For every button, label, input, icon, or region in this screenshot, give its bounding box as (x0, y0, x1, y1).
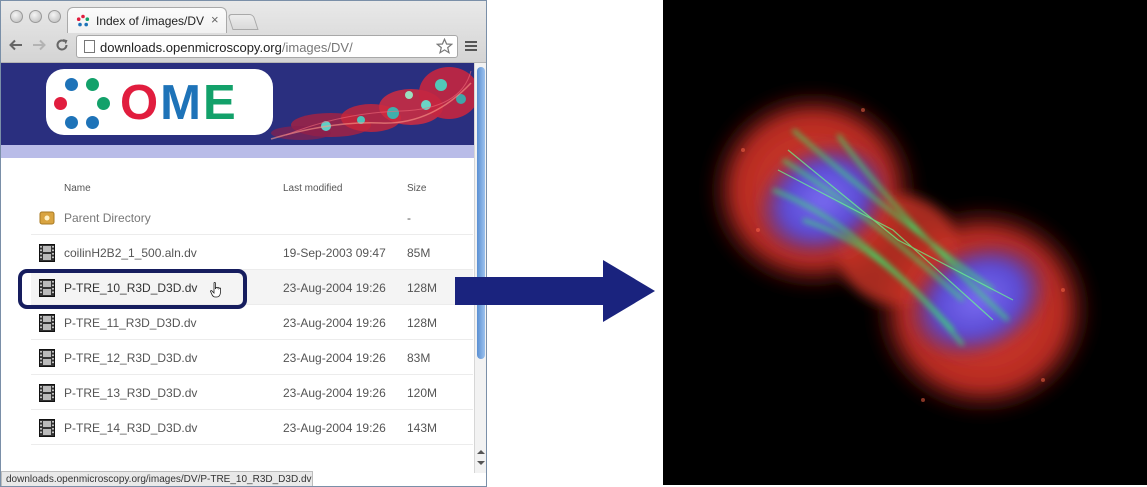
zoom-window-button[interactable] (48, 10, 61, 23)
menu-icon[interactable] (465, 40, 477, 52)
folder-icon (39, 211, 55, 225)
minimize-window-button[interactable] (29, 10, 42, 23)
banner-divider (1, 145, 474, 158)
logo-letter-o: O (120, 76, 161, 130)
column-header-last-modified[interactable]: Last modified (283, 183, 343, 194)
table-row[interactable]: P-TRE_12_R3D_D3D.dv 23-Aug-2004 19:26 83… (31, 340, 473, 375)
close-window-button[interactable] (10, 10, 23, 23)
url-host: downloads.openmicroscopy.org (100, 40, 282, 55)
microscopy-image (663, 0, 1147, 485)
file-size: 85M (407, 246, 431, 260)
browser-tab[interactable]: Index of /images/DV × (67, 7, 227, 33)
film-icon (39, 384, 55, 402)
film-icon (39, 314, 55, 332)
table-row[interactable]: P-TRE_11_R3D_D3D.dv 23-Aug-2004 19:26 12… (31, 305, 473, 340)
back-arrow-icon[interactable] (9, 39, 23, 51)
file-modified: 23-Aug-2004 19:26 (283, 316, 386, 330)
file-name[interactable]: Parent Directory (64, 211, 151, 225)
file-name[interactable]: P-TRE_14_R3D_D3D.dv (64, 421, 198, 435)
logo-dot (86, 78, 99, 91)
cells-banner-image (270, 67, 474, 140)
browser-chrome: Index of /images/DV × downloads.openmicr… (1, 1, 486, 63)
file-size: 120M (407, 386, 438, 400)
file-size: 128M (407, 281, 438, 295)
file-modified: 23-Aug-2004 19:26 (283, 421, 386, 435)
new-tab-button[interactable] (227, 14, 259, 30)
logo-dot (97, 97, 110, 110)
file-name[interactable]: P-TRE_12_R3D_D3D.dv (64, 351, 198, 365)
file-size: - (407, 211, 411, 225)
vertical-scrollbar[interactable] (474, 63, 486, 473)
table-row-parent-directory[interactable]: Parent Directory - (31, 200, 473, 235)
table-row[interactable]: P-TRE_10_R3D_D3D.dv 23-Aug-2004 19:26 12… (31, 270, 473, 305)
film-icon (39, 419, 55, 437)
file-modified: 23-Aug-2004 19:26 (283, 281, 386, 295)
film-icon (39, 279, 55, 297)
ome-logo-text: OME (120, 73, 238, 133)
ome-banner: OME (1, 63, 474, 145)
status-bar-url: downloads.openmicroscopy.org/images/DV/P… (1, 471, 313, 486)
address-bar[interactable]: downloads.openmicroscopy.org/images/DV/ (76, 35, 458, 58)
logo-dot (54, 97, 67, 110)
star-icon[interactable] (436, 38, 453, 55)
tab-title: Index of /images/DV (96, 14, 205, 28)
logo-letter-e: E (202, 76, 238, 130)
selection-highlight (18, 269, 247, 309)
table-row[interactable]: P-TRE_13_R3D_D3D.dv 23-Aug-2004 19:26 12… (31, 375, 473, 410)
column-header-size[interactable]: Size (407, 183, 427, 194)
column-header-name[interactable]: Name (64, 183, 91, 194)
file-size: 128M (407, 316, 438, 330)
tab-close-icon[interactable]: × (211, 12, 219, 27)
file-modified: 19-Sep-2003 09:47 (283, 246, 386, 260)
table-row[interactable]: coilinH2B2_1_500.aln.dv 19-Sep-2003 09:4… (31, 235, 473, 270)
ome-favicon-icon (76, 14, 90, 27)
browser-toolbar: downloads.openmicroscopy.org/images/DV/ (1, 33, 486, 61)
file-name[interactable]: P-TRE_10_R3D_D3D.dv (64, 281, 198, 295)
reload-icon[interactable] (55, 38, 69, 52)
film-icon (39, 349, 55, 367)
browser-window: Index of /images/DV × downloads.openmicr… (0, 0, 487, 487)
file-name[interactable]: P-TRE_13_R3D_D3D.dv (64, 386, 198, 400)
ome-logo[interactable]: OME (46, 69, 273, 135)
file-name[interactable]: P-TRE_11_R3D_D3D.dv (64, 316, 197, 330)
file-size: 83M (407, 351, 431, 365)
scroll-down-icon[interactable] (476, 459, 486, 467)
file-modified: 23-Aug-2004 19:26 (283, 386, 386, 400)
url-path: /images/DV/ (281, 40, 353, 55)
table-row[interactable]: P-TRE_14_R3D_D3D.dv 23-Aug-2004 19:26 14… (31, 410, 473, 445)
file-size: 143M (407, 421, 438, 435)
scrollbar-thumb[interactable] (477, 67, 485, 359)
file-name[interactable]: coilinH2B2_1_500.aln.dv (64, 246, 197, 260)
page-icon (84, 40, 95, 53)
scroll-up-icon[interactable] (476, 448, 486, 456)
forward-arrow-icon[interactable] (32, 39, 46, 51)
directory-listing: Name Last modified Size Parent Directory… (1, 158, 474, 470)
hand-cursor-icon (210, 282, 222, 298)
logo-letter-m: M (160, 76, 203, 130)
logo-dot (65, 78, 78, 91)
logo-dot (65, 116, 78, 129)
file-modified: 23-Aug-2004 19:26 (283, 351, 386, 365)
url-text: downloads.openmicroscopy.org/images/DV/ (100, 40, 353, 55)
logo-dot (86, 116, 99, 129)
right-arrow-icon (455, 260, 655, 322)
film-icon (39, 244, 55, 262)
